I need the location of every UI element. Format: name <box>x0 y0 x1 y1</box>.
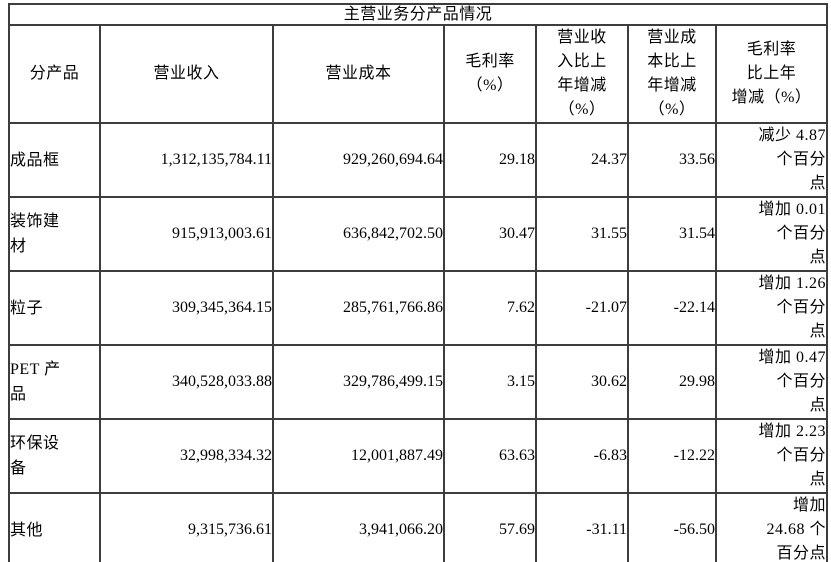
column-header-revenue: 营业收入 <box>99 24 274 124</box>
table-row: 成品框 1,312,135,784.11 929,260,694.64 29.1… <box>8 122 829 198</box>
margin-yoy-cell: 增加 1.26 个百分 点 <box>714 270 829 346</box>
revenue-cell: 309,345,364.15 <box>99 270 274 346</box>
gross-margin-cell: 57.69 <box>443 492 537 562</box>
cost-cell: 636,842,702.50 <box>272 196 445 272</box>
table-row: 其他 9,315,736.61 3,941,066.20 57.69 -31.1… <box>8 492 829 562</box>
column-header-gross-margin: 毛利率 （%） <box>443 24 537 124</box>
product-cell: 其他 <box>8 492 101 562</box>
cost-yoy-cell: -22.14 <box>627 270 717 346</box>
product-cell: 成品框 <box>8 122 101 198</box>
product-breakdown-table: 主营业务分产品情况 分产品 营业收入 营业成本 毛利率 （%） 营业收 入比上 … <box>7 3 829 562</box>
gross-margin-cell: 3.15 <box>443 344 537 420</box>
cost-yoy-cell: 29.98 <box>627 344 717 420</box>
margin-yoy-cell: 减少 4.87 个百分 点 <box>714 122 829 198</box>
column-header-product: 分产品 <box>8 24 101 124</box>
table-row: 装饰建 材 915,913,003.61 636,842,702.50 30.4… <box>8 196 829 272</box>
revenue-cell: 340,528,033.88 <box>99 344 274 420</box>
product-cell: 装饰建 材 <box>8 196 101 272</box>
revenue-cell: 1,312,135,784.11 <box>99 122 274 198</box>
revenue-cell: 915,913,003.61 <box>99 196 274 272</box>
table-row: PET 产 品 340,528,033.88 329,786,499.15 3.… <box>8 344 829 420</box>
table-header-row: 分产品 营业收入 营业成本 毛利率 （%） 营业收 入比上 年增减 （%） 营业… <box>8 24 829 124</box>
table-title: 主营业务分产品情况 <box>7 3 829 26</box>
revenue-yoy-cell: 31.55 <box>535 196 629 272</box>
gross-margin-cell: 63.63 <box>443 418 537 494</box>
revenue-cell: 9,315,736.61 <box>99 492 274 562</box>
cost-cell: 929,260,694.64 <box>272 122 445 198</box>
cost-cell: 329,786,499.15 <box>272 344 445 420</box>
product-cell: 环保设 备 <box>8 418 101 494</box>
column-header-cost-yoy: 营业成 本比上 年增减 （%） <box>627 24 717 124</box>
revenue-yoy-cell: 24.37 <box>535 122 629 198</box>
column-header-cost: 营业成本 <box>272 24 445 124</box>
cost-cell: 3,941,066.20 <box>272 492 445 562</box>
cost-yoy-cell: -56.50 <box>627 492 717 562</box>
cost-cell: 285,761,766.86 <box>272 270 445 346</box>
table-row: 粒子 309,345,364.15 285,761,766.86 7.62 -2… <box>8 270 829 346</box>
column-header-revenue-yoy: 营业收 入比上 年增减 （%） <box>535 24 629 124</box>
revenue-yoy-cell: -6.83 <box>535 418 629 494</box>
table-row: 环保设 备 32,998,334.32 12,001,887.49 63.63 … <box>8 418 829 494</box>
margin-yoy-cell: 增加 2.23 个百分 点 <box>714 418 829 494</box>
revenue-yoy-cell: -31.11 <box>535 492 629 562</box>
revenue-cell: 32,998,334.32 <box>99 418 274 494</box>
cost-yoy-cell: 33.56 <box>627 122 717 198</box>
cost-yoy-cell: -12.22 <box>627 418 717 494</box>
cost-yoy-cell: 31.54 <box>627 196 717 272</box>
margin-yoy-cell: 增加 24.68 个 百分点 <box>714 492 829 562</box>
gross-margin-cell: 29.18 <box>443 122 537 198</box>
cost-cell: 12,001,887.49 <box>272 418 445 494</box>
revenue-yoy-cell: -21.07 <box>535 270 629 346</box>
margin-yoy-cell: 增加 0.01 个百分 点 <box>714 196 829 272</box>
table-title-row: 主营业务分产品情况 <box>7 3 829 26</box>
gross-margin-cell: 30.47 <box>443 196 537 272</box>
margin-yoy-cell: 增加 0.47 个百分 点 <box>714 344 829 420</box>
product-cell: 粒子 <box>8 270 101 346</box>
revenue-yoy-cell: 30.62 <box>535 344 629 420</box>
gross-margin-cell: 7.62 <box>443 270 537 346</box>
product-cell: PET 产 品 <box>8 344 101 420</box>
column-header-margin-yoy: 毛利率 比上年 增减（%） <box>714 24 829 124</box>
